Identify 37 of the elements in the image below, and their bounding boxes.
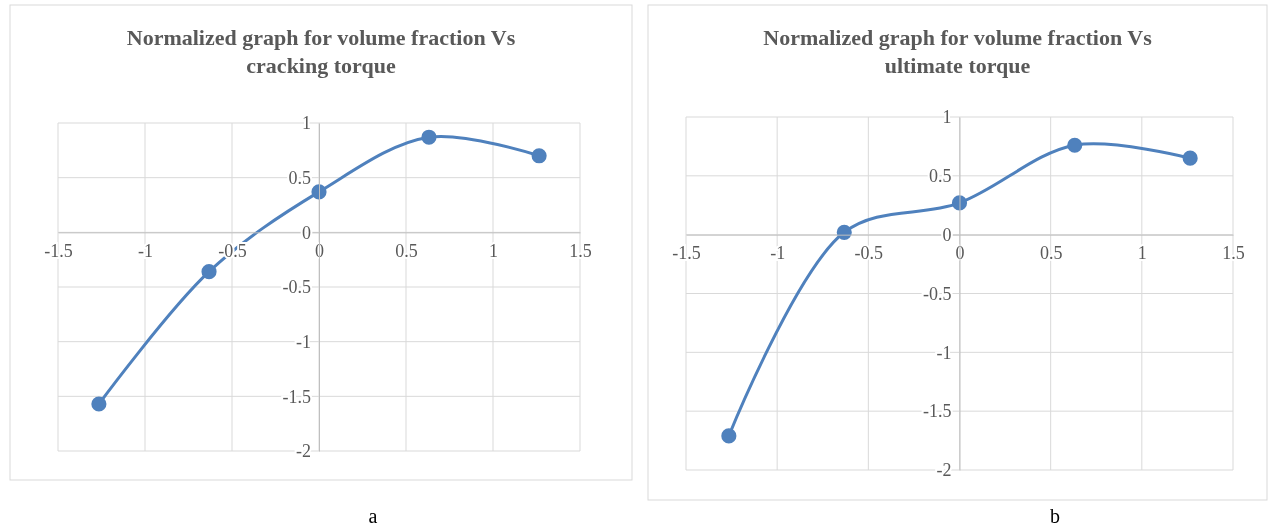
y-tick-label: 0.5: [929, 166, 952, 187]
point: [91, 396, 107, 412]
x-tick-label: 1: [1137, 243, 1147, 264]
y-tick-label: 0.5: [288, 167, 311, 188]
x-tick-label: -0.5: [854, 243, 884, 264]
point: [1067, 137, 1083, 153]
y-tick-label: 0: [942, 224, 952, 245]
chart-title: Normalized graph for volume fraction Vs cracking torque: [126, 25, 516, 78]
x-tick-label: 1.5: [569, 241, 592, 262]
text: a: [368, 505, 378, 527]
point: [421, 129, 437, 145]
x-tick-label: -1.5: [44, 241, 73, 262]
x-tick-label: -1.5: [672, 243, 701, 264]
x-tick-label: 1.5: [1222, 243, 1245, 264]
point: [721, 428, 737, 444]
y-tick-label: -0.5: [923, 283, 952, 304]
point: [1182, 150, 1198, 166]
x-tick-label: 1: [489, 241, 498, 262]
y-tick-label: -0.5: [282, 277, 311, 298]
y-tick-label: -2: [936, 460, 952, 481]
x-tick-label: -1: [138, 241, 153, 262]
y-tick-label: -1.5: [282, 386, 311, 407]
x-tick-label: 0: [955, 243, 965, 264]
y-tick-label: 0: [302, 222, 311, 243]
y-tick-label: 1: [942, 107, 952, 128]
y-tick-label: -1: [936, 342, 952, 363]
x-tick-label: 0.5: [1039, 243, 1063, 264]
y-tick-label: 1: [302, 113, 311, 134]
y-tick-label: -2: [296, 441, 311, 462]
y-tick-label: -1.5: [923, 401, 952, 422]
x-tick-label: 0.5: [395, 241, 418, 262]
x-tick-label: -1: [770, 243, 786, 264]
chart-title: Normalized graph for volume fraction Vs ultimate torque: [763, 25, 1153, 78]
point: [531, 148, 547, 164]
point: [201, 264, 217, 280]
text: b: [1050, 505, 1060, 527]
y-tick-label: -1: [296, 331, 311, 352]
